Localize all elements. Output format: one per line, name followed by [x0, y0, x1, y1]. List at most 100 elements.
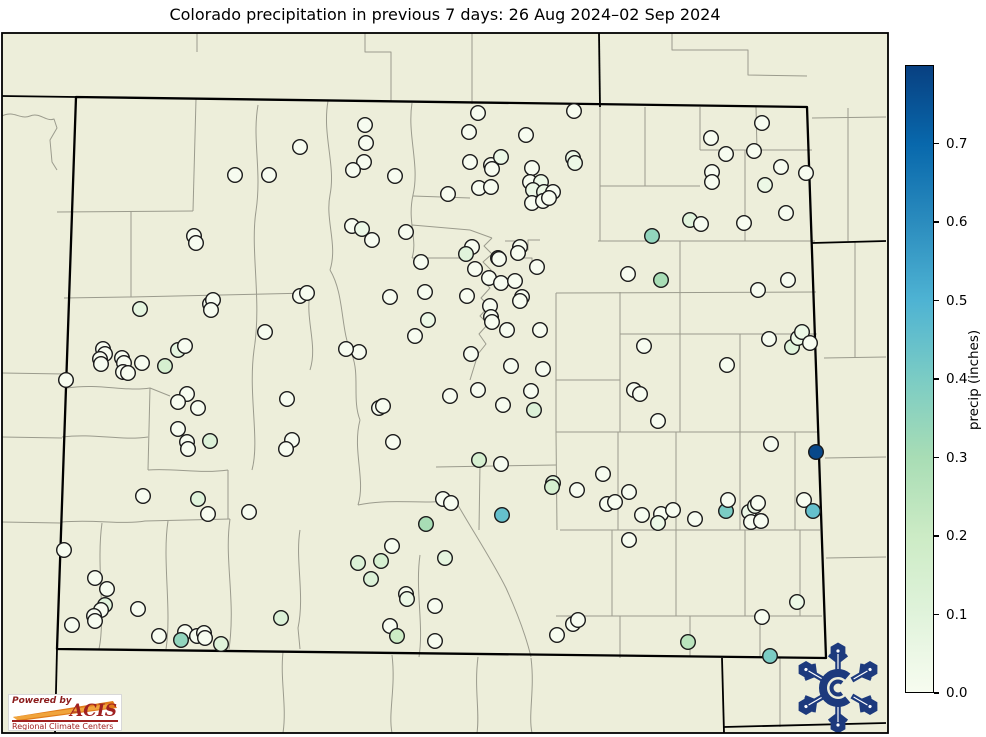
- station-dot: [499, 322, 516, 339]
- station-dot: [292, 138, 309, 155]
- state-borders: [1, 32, 887, 734]
- station-dot: [226, 166, 243, 183]
- station-dot: [773, 158, 790, 175]
- station-dot: [133, 355, 150, 372]
- station-dot: [199, 506, 216, 523]
- station-dot: [636, 338, 653, 355]
- station-dot: [494, 507, 511, 524]
- station-dot: [650, 515, 667, 532]
- station-dot: [176, 338, 193, 355]
- station-dot: [462, 153, 479, 170]
- station-dot: [187, 234, 204, 251]
- colorbar-tick-label: 0.0: [946, 685, 968, 701]
- station-dot: [134, 488, 151, 505]
- snowflake-arm: [798, 693, 826, 716]
- snowflake-logo-icon: [798, 642, 878, 734]
- station-dot: [470, 104, 487, 121]
- station-dot: [357, 116, 374, 133]
- colorbar-tickmark: [934, 378, 939, 380]
- station-dot: [569, 482, 586, 499]
- snowflake-arm: [850, 660, 878, 683]
- station-dot: [763, 436, 780, 453]
- station-dot: [523, 383, 540, 400]
- snowflake-arm: [850, 693, 878, 716]
- colorbar-tick-label: 0.3: [946, 449, 968, 466]
- station-dot: [798, 164, 815, 181]
- station-dot: [524, 159, 541, 176]
- station-dot: [169, 421, 186, 438]
- station-dot: [493, 456, 510, 473]
- station-dot: [762, 648, 779, 665]
- station-dot: [459, 288, 476, 305]
- snowflake-inner-c: [829, 679, 847, 697]
- colorbar-tickmark: [934, 535, 939, 537]
- station-dot: [443, 495, 460, 512]
- station-dot: [384, 538, 401, 555]
- station-dot: [621, 484, 638, 501]
- station-dot: [567, 154, 584, 171]
- station-dot: [351, 344, 368, 361]
- station-dot: [720, 492, 737, 509]
- snowflake-arm: [827, 704, 849, 734]
- station-dot: [63, 617, 80, 634]
- colorbar-axis-label: precip (inches): [966, 329, 982, 431]
- station-dot: [437, 550, 454, 567]
- station-dot: [345, 161, 362, 178]
- station-dot: [470, 382, 487, 399]
- axes-frame: [1, 32, 889, 734]
- station-dot: [169, 394, 186, 411]
- acis-powered-by: Powered by: [12, 696, 72, 706]
- station-dot: [757, 176, 774, 193]
- station-dot: [212, 636, 229, 653]
- acis-subtitle: Regional Climate Centers: [12, 722, 114, 731]
- station-dot: [356, 153, 373, 170]
- station-dot: [364, 231, 381, 248]
- colorbar-tick-label: 0.6: [946, 214, 968, 230]
- colorbar-tickmark: [934, 692, 939, 694]
- station-dot: [119, 365, 136, 382]
- station-dot: [338, 341, 355, 358]
- station-dot: [240, 504, 257, 521]
- station-dot: [201, 433, 218, 450]
- figure-title: Colorado precipitation in previous 7 day…: [169, 5, 721, 24]
- station-dot: [541, 189, 558, 206]
- colorbar-tickmark: [934, 142, 939, 145]
- station-dot: [529, 259, 546, 276]
- colorbar-tick-label: 0.4: [946, 371, 968, 387]
- station-dot: [471, 452, 488, 469]
- station-dot: [495, 397, 512, 414]
- station-dot: [58, 372, 75, 389]
- station-dot: [196, 630, 213, 647]
- station-dot: [202, 302, 219, 319]
- station-dot: [189, 491, 206, 508]
- station-dot: [418, 516, 435, 533]
- snowflake-arm: [827, 642, 849, 672]
- station-dot: [440, 185, 457, 202]
- station-dot: [518, 126, 535, 143]
- station-dot: [778, 204, 795, 221]
- station-dot: [687, 511, 704, 528]
- station-dot: [746, 142, 763, 159]
- station-dot: [273, 610, 290, 627]
- station-dot: [544, 479, 561, 496]
- station-dot: [780, 272, 797, 289]
- station-dot: [420, 312, 437, 329]
- station-dot: [463, 346, 480, 363]
- station-dot: [299, 285, 316, 302]
- station-dot: [703, 129, 720, 146]
- station-dot: [566, 102, 583, 119]
- station-dot: [461, 123, 478, 140]
- station-dot: [503, 358, 520, 375]
- acis-name: ACIS: [70, 701, 117, 721]
- station-dot: [607, 494, 624, 511]
- station-dot: [761, 331, 778, 348]
- station-dot: [375, 398, 392, 415]
- station-dot: [634, 507, 651, 524]
- station-dot: [754, 609, 771, 626]
- station-dot: [754, 114, 771, 131]
- station-dot: [653, 272, 670, 289]
- station-dot: [373, 553, 390, 570]
- station-dot: [387, 167, 404, 184]
- colorbar-tick-label: 0.1: [946, 606, 968, 623]
- station-dot: [413, 253, 430, 270]
